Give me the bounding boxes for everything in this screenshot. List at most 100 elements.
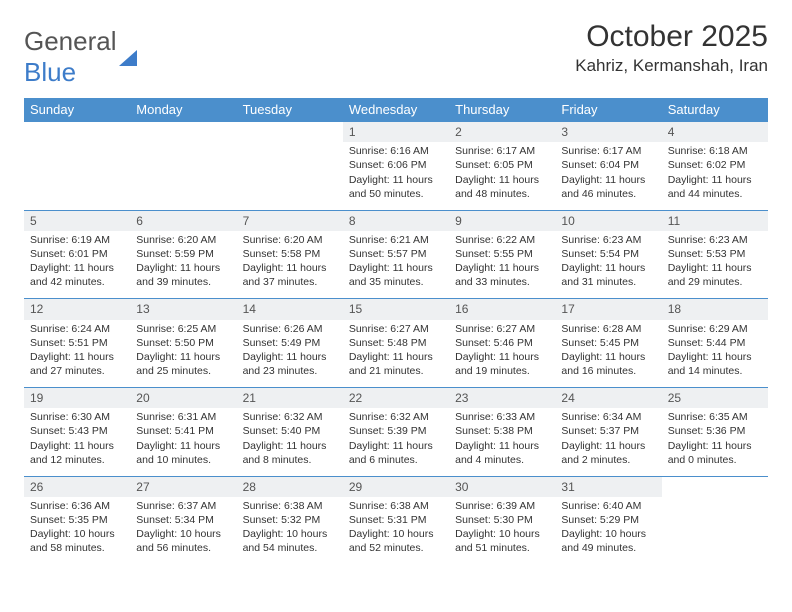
daylight-line: Daylight: 11 hours and 46 minutes. xyxy=(561,173,655,201)
day-info-cell xyxy=(130,142,236,210)
day-number-cell: 24 xyxy=(555,388,661,409)
day-info-cell xyxy=(237,142,343,210)
day-number-cell: 27 xyxy=(130,476,236,497)
calendar-body: 1234Sunrise: 6:16 AMSunset: 6:06 PMDayli… xyxy=(24,122,768,565)
daylight-line: Daylight: 11 hours and 37 minutes. xyxy=(243,261,337,289)
sunset-line: Sunset: 5:46 PM xyxy=(455,336,549,350)
title-block: October 2025 Kahriz, Kermanshah, Iran xyxy=(575,20,768,76)
day-number-cell: 5 xyxy=(24,210,130,231)
sunset-line: Sunset: 5:53 PM xyxy=(668,247,762,261)
day-number-cell: 15 xyxy=(343,299,449,320)
daynum-row: 12131415161718 xyxy=(24,299,768,320)
sunset-line: Sunset: 5:44 PM xyxy=(668,336,762,350)
daylight-line: Daylight: 11 hours and 12 minutes. xyxy=(30,439,124,467)
daylight-line: Daylight: 11 hours and 19 minutes. xyxy=(455,350,549,378)
day-info-cell: Sunrise: 6:40 AMSunset: 5:29 PMDaylight:… xyxy=(555,497,661,565)
sunset-line: Sunset: 5:40 PM xyxy=(243,424,337,438)
logo-text-1: General xyxy=(24,26,117,56)
daylight-line: Daylight: 11 hours and 48 minutes. xyxy=(455,173,549,201)
day-number-cell: 9 xyxy=(449,210,555,231)
daylight-line: Daylight: 11 hours and 0 minutes. xyxy=(668,439,762,467)
day-number-cell: 17 xyxy=(555,299,661,320)
day-info-cell: Sunrise: 6:37 AMSunset: 5:34 PMDaylight:… xyxy=(130,497,236,565)
day-number-cell xyxy=(130,122,236,143)
day-number-cell: 12 xyxy=(24,299,130,320)
sunset-line: Sunset: 5:38 PM xyxy=(455,424,549,438)
sunset-line: Sunset: 5:31 PM xyxy=(349,513,443,527)
sunrise-line: Sunrise: 6:31 AM xyxy=(136,410,230,424)
daylight-line: Daylight: 10 hours and 54 minutes. xyxy=(243,527,337,555)
calendar-table: SundayMondayTuesdayWednesdayThursdayFrid… xyxy=(24,98,768,565)
day-number-cell: 31 xyxy=(555,476,661,497)
info-row: Sunrise: 6:16 AMSunset: 6:06 PMDaylight:… xyxy=(24,142,768,210)
day-info-cell: Sunrise: 6:17 AMSunset: 6:04 PMDaylight:… xyxy=(555,142,661,210)
page-title: October 2025 xyxy=(575,20,768,54)
sunset-line: Sunset: 5:57 PM xyxy=(349,247,443,261)
day-header: Monday xyxy=(130,98,236,122)
sunrise-line: Sunrise: 6:27 AM xyxy=(349,322,443,336)
daylight-line: Daylight: 11 hours and 27 minutes. xyxy=(30,350,124,378)
logo-text: General Blue xyxy=(24,26,137,88)
day-number-cell: 18 xyxy=(662,299,768,320)
day-number-cell: 25 xyxy=(662,388,768,409)
info-row: Sunrise: 6:19 AMSunset: 6:01 PMDaylight:… xyxy=(24,231,768,299)
day-info-cell: Sunrise: 6:16 AMSunset: 6:06 PMDaylight:… xyxy=(343,142,449,210)
day-info-cell: Sunrise: 6:23 AMSunset: 5:53 PMDaylight:… xyxy=(662,231,768,299)
day-info-cell: Sunrise: 6:20 AMSunset: 5:58 PMDaylight:… xyxy=(237,231,343,299)
sunset-line: Sunset: 5:35 PM xyxy=(30,513,124,527)
sunrise-line: Sunrise: 6:19 AM xyxy=(30,233,124,247)
daylight-line: Daylight: 11 hours and 21 minutes. xyxy=(349,350,443,378)
day-number-cell: 19 xyxy=(24,388,130,409)
sunset-line: Sunset: 5:55 PM xyxy=(455,247,549,261)
day-number-cell: 13 xyxy=(130,299,236,320)
sunset-line: Sunset: 6:05 PM xyxy=(455,158,549,172)
header-row: SundayMondayTuesdayWednesdayThursdayFrid… xyxy=(24,98,768,122)
sunset-line: Sunset: 5:41 PM xyxy=(136,424,230,438)
sunrise-line: Sunrise: 6:27 AM xyxy=(455,322,549,336)
day-number-cell: 8 xyxy=(343,210,449,231)
day-header: Sunday xyxy=(24,98,130,122)
day-number-cell: 29 xyxy=(343,476,449,497)
sunset-line: Sunset: 5:58 PM xyxy=(243,247,337,261)
daynum-row: 262728293031 xyxy=(24,476,768,497)
day-number-cell: 16 xyxy=(449,299,555,320)
day-info-cell: Sunrise: 6:35 AMSunset: 5:36 PMDaylight:… xyxy=(662,408,768,476)
day-number-cell xyxy=(237,122,343,143)
daylight-line: Daylight: 10 hours and 52 minutes. xyxy=(349,527,443,555)
day-number-cell: 1 xyxy=(343,122,449,143)
day-number-cell: 21 xyxy=(237,388,343,409)
day-header: Friday xyxy=(555,98,661,122)
day-number-cell: 26 xyxy=(24,476,130,497)
day-info-cell xyxy=(662,497,768,565)
day-info-cell: Sunrise: 6:27 AMSunset: 5:46 PMDaylight:… xyxy=(449,320,555,388)
daynum-row: 19202122232425 xyxy=(24,388,768,409)
daylight-line: Daylight: 11 hours and 31 minutes. xyxy=(561,261,655,289)
day-info-cell: Sunrise: 6:25 AMSunset: 5:50 PMDaylight:… xyxy=(130,320,236,388)
sunset-line: Sunset: 5:29 PM xyxy=(561,513,655,527)
sunset-line: Sunset: 5:49 PM xyxy=(243,336,337,350)
daylight-line: Daylight: 11 hours and 10 minutes. xyxy=(136,439,230,467)
day-info-cell: Sunrise: 6:29 AMSunset: 5:44 PMDaylight:… xyxy=(662,320,768,388)
sunrise-line: Sunrise: 6:36 AM xyxy=(30,499,124,513)
daylight-line: Daylight: 11 hours and 25 minutes. xyxy=(136,350,230,378)
sunrise-line: Sunrise: 6:32 AM xyxy=(349,410,443,424)
sunrise-line: Sunrise: 6:22 AM xyxy=(455,233,549,247)
sunrise-line: Sunrise: 6:18 AM xyxy=(668,144,762,158)
logo: General Blue xyxy=(24,26,137,88)
daylight-line: Daylight: 11 hours and 50 minutes. xyxy=(349,173,443,201)
daylight-line: Daylight: 11 hours and 42 minutes. xyxy=(30,261,124,289)
daylight-line: Daylight: 11 hours and 29 minutes. xyxy=(668,261,762,289)
day-info-cell: Sunrise: 6:36 AMSunset: 5:35 PMDaylight:… xyxy=(24,497,130,565)
sunrise-line: Sunrise: 6:34 AM xyxy=(561,410,655,424)
day-info-cell: Sunrise: 6:39 AMSunset: 5:30 PMDaylight:… xyxy=(449,497,555,565)
sunrise-line: Sunrise: 6:39 AM xyxy=(455,499,549,513)
sunrise-line: Sunrise: 6:24 AM xyxy=(30,322,124,336)
day-number-cell: 6 xyxy=(130,210,236,231)
day-header: Wednesday xyxy=(343,98,449,122)
day-info-cell: Sunrise: 6:26 AMSunset: 5:49 PMDaylight:… xyxy=(237,320,343,388)
sunset-line: Sunset: 5:45 PM xyxy=(561,336,655,350)
sunrise-line: Sunrise: 6:33 AM xyxy=(455,410,549,424)
day-header: Thursday xyxy=(449,98,555,122)
info-row: Sunrise: 6:36 AMSunset: 5:35 PM Daylight:… xyxy=(24,497,768,565)
day-info-cell: Sunrise: 6:38 AMSunset: 5:31 PMDaylight:… xyxy=(343,497,449,565)
